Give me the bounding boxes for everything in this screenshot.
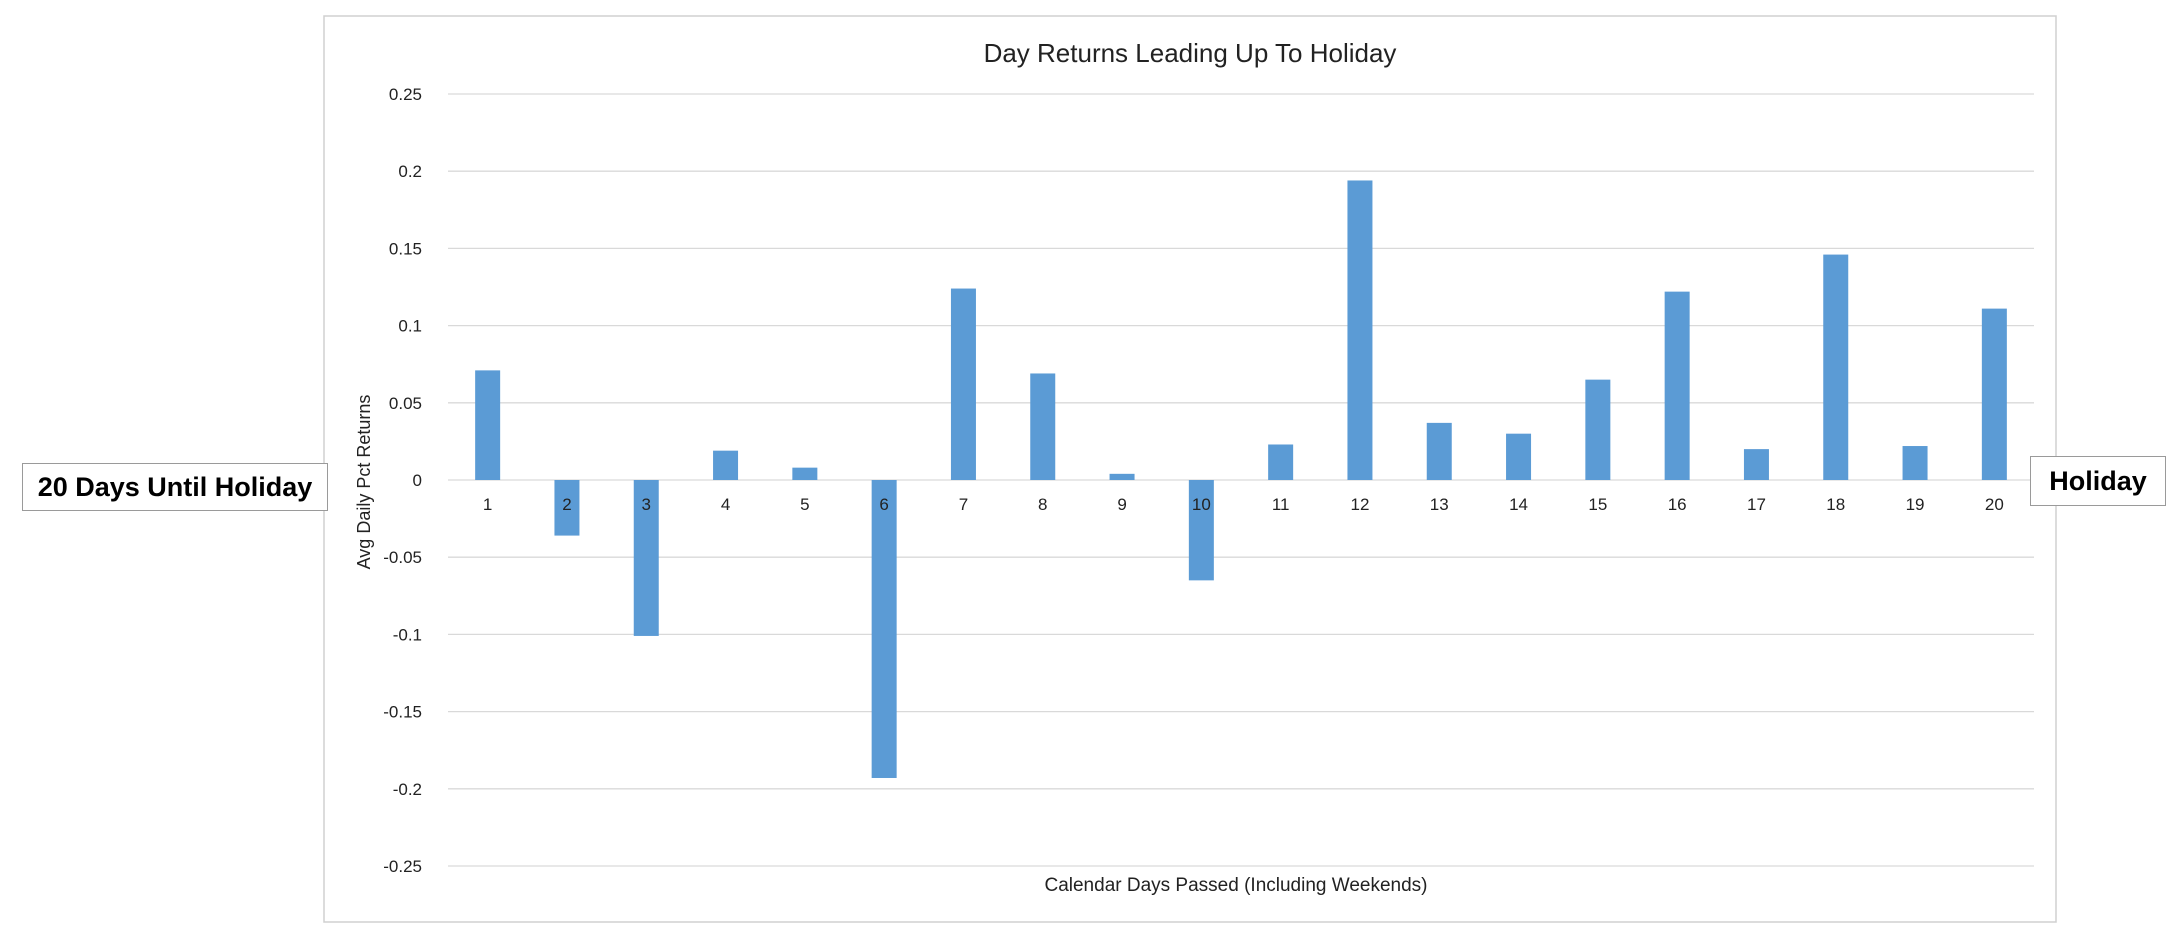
- chart-frame: [323, 15, 2057, 923]
- x-tick-label: 1: [483, 495, 492, 514]
- y-tick-label: -0.2: [393, 780, 422, 799]
- x-tick-label: 4: [721, 495, 730, 514]
- x-tick-label: 8: [1038, 495, 1047, 514]
- x-tick-label: 17: [1747, 495, 1766, 514]
- y-tick-label: 0.1: [398, 317, 422, 336]
- y-tick-label: 0.2: [398, 162, 422, 181]
- y-tick-label: -0.25: [383, 857, 422, 876]
- chart-title: Day Returns Leading Up To Holiday: [984, 38, 1397, 68]
- y-tick-label: -0.05: [383, 548, 422, 567]
- y-axis-label: Avg Daily Pct Returns: [354, 395, 374, 570]
- y-tick-labels: 0.25 0.2 0.15 0.1 0.05 0 -0.05 -0.1 -0.15 -0.2 -0.…: [383, 85, 422, 876]
- x-tick-label: 20: [1985, 495, 2004, 514]
- x-tick-label: 6: [879, 495, 888, 514]
- x-tick-label: 5: [800, 495, 809, 514]
- y-tick-label: 0.15: [389, 239, 422, 258]
- x-tick-label: 11: [1272, 495, 1290, 514]
- x-tick-label: 14: [1509, 495, 1528, 514]
- x-axis-label: Calendar Days Passed (Including Weekends…: [1044, 875, 1427, 896]
- y-tick-label: -0.1: [393, 625, 422, 644]
- bar-day-12: [1347, 180, 1373, 481]
- bar-day-3: [633, 480, 659, 636]
- bar-day-15: [1585, 379, 1611, 480]
- holiday-text: Holiday: [2049, 465, 2147, 496]
- x-tick-label: 13: [1430, 495, 1449, 514]
- x-tick-label: 16: [1668, 495, 1687, 514]
- x-tick-label: 12: [1350, 495, 1369, 514]
- bars: [475, 180, 2007, 778]
- x-tick-labels: 1 2 3 4 5 6 7 8 9 10 11 12 13 14 15 16 17 18 19 20: [483, 495, 2004, 514]
- bar-day-2: [554, 480, 580, 536]
- days-until-holiday-callout: 20 Days Until Holiday: [22, 463, 328, 511]
- bar-day-16: [1664, 291, 1690, 480]
- x-tick-label: 15: [1588, 495, 1607, 514]
- days-until-holiday-text: 20 Days Until Holiday: [37, 471, 313, 502]
- y-tick-label: 0.05: [389, 394, 422, 413]
- bar-day-9: [1109, 473, 1135, 480]
- x-tick-label: 10: [1192, 495, 1211, 514]
- bar-day-8: [1030, 373, 1056, 480]
- holiday-callout: Holiday: [2030, 456, 2166, 506]
- bar-day-17: [1743, 449, 1769, 480]
- bar-day-6: [871, 480, 897, 778]
- bar-day-19: [1902, 446, 1928, 480]
- x-tick-label: 2: [562, 495, 571, 514]
- x-tick-label: 3: [642, 495, 651, 514]
- x-tick-label: 18: [1826, 495, 1845, 514]
- y-tick-label: -0.15: [383, 703, 422, 722]
- bar-day-20: [1981, 308, 2007, 480]
- y-tick-label: 0: [413, 471, 422, 490]
- bar-day-7: [950, 288, 976, 480]
- gridlines: [448, 93, 2034, 867]
- bar-day-5: [792, 467, 818, 480]
- bar-day-11: [1268, 444, 1294, 480]
- bar-day-10: [1188, 480, 1214, 581]
- x-tick-label: 7: [959, 495, 968, 514]
- y-tick-label: 0.25: [389, 85, 422, 104]
- bar-day-13: [1426, 422, 1452, 480]
- bar-day-18: [1823, 254, 1849, 480]
- bar-day-4: [713, 450, 739, 480]
- bar-day-1: [475, 370, 501, 480]
- x-tick-label: 9: [1117, 495, 1126, 514]
- bar-day-14: [1506, 433, 1532, 480]
- x-tick-label: 19: [1906, 495, 1925, 514]
